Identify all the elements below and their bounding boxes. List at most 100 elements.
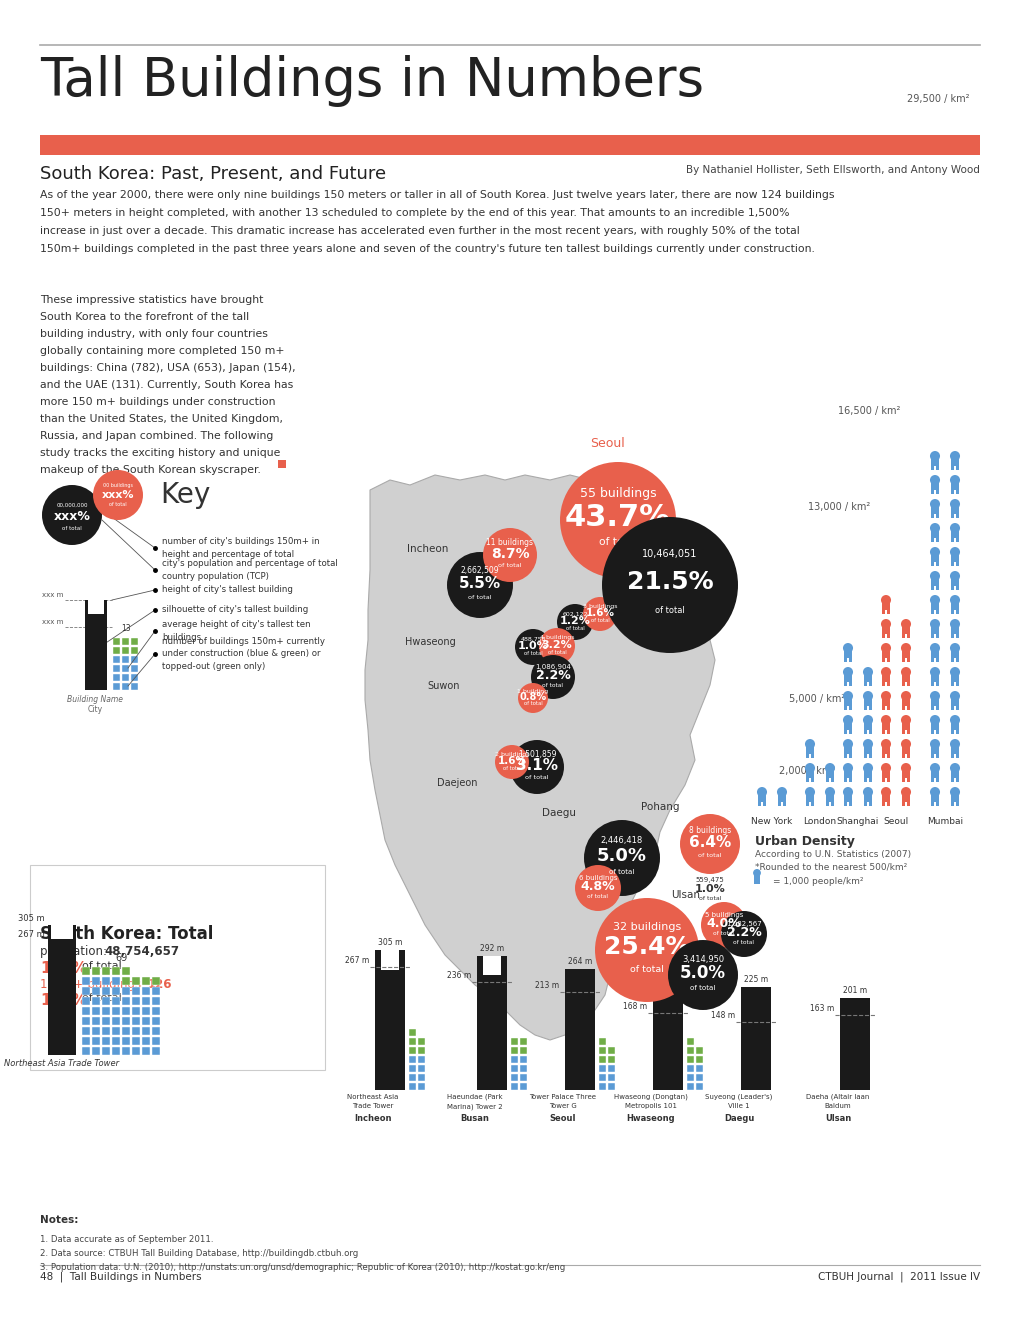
Bar: [82, 1027, 90, 1035]
Circle shape: [583, 597, 616, 631]
Bar: [418, 1082, 425, 1090]
Text: and the UAE (131). Currently, South Korea has: and the UAE (131). Currently, South Kore…: [40, 380, 293, 389]
Bar: [520, 1074, 527, 1081]
Text: New York: New York: [751, 817, 792, 826]
Bar: [881, 648, 889, 657]
Bar: [113, 647, 120, 653]
Text: 201 m: 201 m: [842, 986, 866, 995]
Circle shape: [804, 763, 814, 774]
Text: 3 buildings: 3 buildings: [582, 603, 616, 609]
Bar: [848, 657, 851, 663]
Text: 4.0%: 4.0%: [706, 917, 741, 931]
Text: These impressive statistics have brought: These impressive statistics have brought: [40, 294, 263, 305]
Bar: [881, 792, 889, 801]
Bar: [112, 987, 120, 995]
Text: 4 buildings: 4 buildings: [539, 635, 574, 640]
Bar: [757, 792, 765, 801]
Bar: [810, 801, 813, 807]
Circle shape: [880, 739, 891, 748]
Bar: [130, 665, 138, 672]
Bar: [142, 987, 150, 995]
Bar: [483, 956, 500, 974]
Text: City: City: [88, 705, 103, 714]
Text: 1.0%: 1.0%: [517, 642, 548, 651]
Bar: [934, 754, 937, 758]
Circle shape: [518, 682, 547, 713]
Bar: [520, 1082, 527, 1090]
Circle shape: [842, 715, 852, 725]
Bar: [848, 730, 851, 734]
Bar: [934, 562, 937, 566]
Bar: [511, 1056, 518, 1063]
Text: of total: of total: [690, 985, 715, 991]
Bar: [122, 665, 128, 672]
Text: 1,082,567: 1,082,567: [726, 920, 761, 927]
Bar: [934, 657, 937, 663]
Text: makeup of the South Korean skyscraper.: makeup of the South Korean skyscraper.: [40, 465, 261, 475]
Text: 1.6%: 1.6%: [497, 756, 526, 766]
Bar: [152, 1047, 160, 1055]
Text: 168 m: 168 m: [623, 1002, 646, 1011]
Circle shape: [900, 715, 910, 725]
Text: 48  |  Tall Buildings in Numbers: 48 | Tall Buildings in Numbers: [40, 1272, 202, 1283]
Bar: [951, 706, 954, 710]
Bar: [131, 1007, 140, 1015]
Bar: [868, 801, 871, 807]
Text: than the United States, the United Kingdom,: than the United States, the United Kingd…: [40, 414, 282, 424]
Bar: [152, 987, 160, 995]
Text: = 1,000 people/km²: = 1,000 people/km²: [772, 878, 863, 887]
Bar: [863, 768, 871, 777]
Bar: [934, 513, 937, 519]
Text: of total: of total: [654, 606, 684, 615]
Text: 2. Data source: CTBUH Tall Building Database, http://buildingdb.ctbuh.org: 2. Data source: CTBUH Tall Building Data…: [40, 1249, 358, 1258]
Circle shape: [483, 528, 536, 582]
Circle shape: [949, 667, 959, 677]
Bar: [934, 730, 937, 734]
Text: 00,000,000: 00,000,000: [56, 503, 88, 507]
Text: Pohang: Pohang: [641, 803, 680, 812]
Bar: [863, 721, 871, 730]
Text: 10,464,051: 10,464,051: [642, 549, 697, 560]
Bar: [906, 657, 909, 663]
Text: 25.4%: 25.4%: [603, 936, 690, 960]
Text: of total: of total: [566, 627, 584, 631]
Bar: [598, 1056, 605, 1063]
Bar: [511, 1074, 518, 1081]
Text: number of buildings 150m+ currently
under construction (blue & green) or
topped-: number of buildings 150m+ currently unde…: [162, 638, 325, 671]
Bar: [113, 675, 120, 681]
Bar: [122, 675, 128, 681]
Bar: [520, 1047, 527, 1053]
Text: Daejeon: Daejeon: [437, 777, 478, 788]
Bar: [102, 1007, 110, 1015]
Bar: [951, 490, 954, 494]
Bar: [886, 706, 889, 710]
Bar: [906, 801, 909, 807]
Bar: [805, 792, 813, 801]
Bar: [951, 657, 954, 663]
Bar: [840, 998, 869, 1090]
Bar: [130, 638, 138, 645]
Circle shape: [446, 552, 513, 618]
Text: Seoul: Seoul: [590, 437, 625, 450]
Bar: [863, 744, 871, 754]
Bar: [863, 777, 866, 783]
Bar: [902, 648, 909, 657]
Bar: [565, 969, 594, 1090]
Circle shape: [900, 690, 910, 701]
Bar: [152, 1027, 160, 1035]
Text: 100%: 100%: [40, 993, 87, 1008]
Bar: [409, 1030, 416, 1036]
Circle shape: [842, 739, 852, 748]
Bar: [863, 697, 871, 706]
Bar: [930, 528, 937, 537]
Circle shape: [862, 715, 872, 725]
Bar: [951, 586, 954, 590]
Text: 1.6%: 1.6%: [585, 609, 613, 618]
Bar: [753, 880, 756, 884]
Text: 148 m: 148 m: [710, 1011, 735, 1020]
Circle shape: [929, 619, 940, 630]
Bar: [112, 1047, 120, 1055]
Bar: [934, 610, 937, 614]
Bar: [152, 1038, 160, 1045]
Bar: [844, 792, 851, 801]
